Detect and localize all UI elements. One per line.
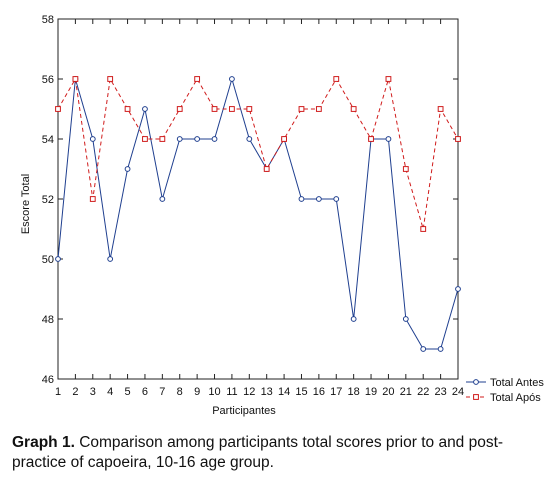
- data-point: [176, 106, 183, 112]
- data-point: [176, 136, 183, 142]
- data-point: [402, 166, 409, 172]
- y-axis: 46 48 50 52 54 56 58: [42, 14, 458, 386]
- x-tick-label: 18: [348, 386, 360, 398]
- x-tick-label: 24: [452, 386, 464, 398]
- y-tick-label: 52: [42, 194, 54, 206]
- data-point: [159, 196, 166, 202]
- data-point: [124, 106, 131, 112]
- y-tick-label: 54: [42, 134, 54, 146]
- data-point: [142, 106, 148, 112]
- data-point: [107, 76, 114, 82]
- caption-prefix: Graph 1.: [12, 434, 75, 451]
- data-point: [333, 76, 340, 82]
- legend-marker: [473, 379, 479, 385]
- data-point: [333, 196, 340, 202]
- x-axis-label: Participantes: [212, 405, 276, 417]
- x-tick-label: 22: [417, 386, 429, 398]
- legend-label: Total Após: [490, 392, 541, 404]
- data-point: [246, 106, 253, 112]
- x-tick-label: 19: [365, 386, 377, 398]
- data-point: [246, 136, 253, 142]
- figure-caption: Graph 1. Comparison among participants t…: [12, 433, 548, 473]
- x-axis: 1 2 3 4 5 6 7 8 9 10 11 12 13 14 15 16 17 18 19 20 21 22 23 24: [55, 19, 464, 398]
- x-tick-label: 9: [194, 386, 200, 398]
- data-point: [315, 196, 322, 202]
- data-point: [211, 106, 218, 112]
- y-tick-label: 50: [42, 254, 54, 266]
- data-point: [455, 136, 461, 142]
- y-tick-label: 56: [42, 74, 54, 86]
- y-tick-label: 58: [42, 14, 54, 26]
- data-point: [89, 136, 96, 142]
- data-point: [315, 106, 322, 112]
- data-point: [229, 76, 235, 82]
- x-tick-label: 1: [55, 386, 61, 398]
- data-point: [298, 196, 305, 202]
- x-tick-label: 4: [107, 386, 113, 398]
- x-tick-label: 12: [243, 386, 255, 398]
- data-point: [142, 136, 148, 142]
- x-tick-label: 13: [261, 386, 273, 398]
- y-axis-label: Escore Total: [20, 174, 32, 234]
- legend: Total Antes Total Após: [466, 377, 544, 404]
- plot-border: [57, 18, 459, 380]
- data-point: [263, 166, 270, 172]
- data-point: [229, 106, 235, 112]
- data-point: [437, 106, 444, 112]
- legend-marker: [473, 394, 479, 400]
- series-line-1: [57, 77, 459, 350]
- x-tick-label: 10: [208, 386, 220, 398]
- x-tick-label: 17: [330, 386, 342, 398]
- x-tick-label: 21: [400, 386, 412, 398]
- x-tick-label: 7: [159, 386, 165, 398]
- caption-text: Comparison among participants total scor…: [12, 434, 504, 471]
- data-point: [211, 136, 218, 142]
- data-point: [72, 76, 79, 82]
- x-tick-label: 23: [434, 386, 446, 398]
- data-point: [350, 316, 357, 322]
- data-point: [194, 76, 201, 82]
- data-point: [89, 196, 96, 202]
- data-point: [385, 76, 392, 82]
- data-point: [437, 346, 444, 352]
- data-point: [420, 226, 427, 232]
- x-tick-label: 5: [125, 386, 131, 398]
- data-point: [368, 136, 374, 142]
- x-tick-label: 6: [142, 386, 148, 398]
- x-tick-label: 11: [226, 386, 237, 398]
- x-tick-label: 2: [72, 386, 78, 398]
- x-tick-label: 3: [90, 386, 96, 398]
- data-point: [402, 316, 409, 322]
- data-point: [55, 256, 61, 262]
- legend-label: Total Antes: [490, 377, 544, 389]
- plot-frame: [57, 18, 459, 380]
- series-layer: [55, 76, 461, 352]
- x-tick-label: 16: [313, 386, 325, 398]
- data-point: [124, 166, 131, 172]
- data-point: [455, 286, 461, 292]
- x-tick-label: 15: [295, 386, 307, 398]
- x-tick-label: 20: [382, 386, 394, 398]
- data-point: [281, 136, 287, 142]
- data-point: [420, 346, 427, 352]
- data-point: [385, 136, 392, 142]
- data-point: [107, 256, 114, 262]
- data-point: [159, 136, 166, 142]
- x-tick-label: 14: [278, 386, 290, 398]
- y-tick-label: 46: [42, 374, 54, 386]
- data-point: [350, 106, 357, 112]
- data-point: [194, 136, 201, 142]
- series-line-2: [57, 77, 459, 230]
- x-tick-label: 8: [177, 386, 183, 398]
- data-point: [298, 106, 305, 112]
- y-tick-label: 48: [42, 314, 54, 326]
- data-point: [55, 106, 61, 112]
